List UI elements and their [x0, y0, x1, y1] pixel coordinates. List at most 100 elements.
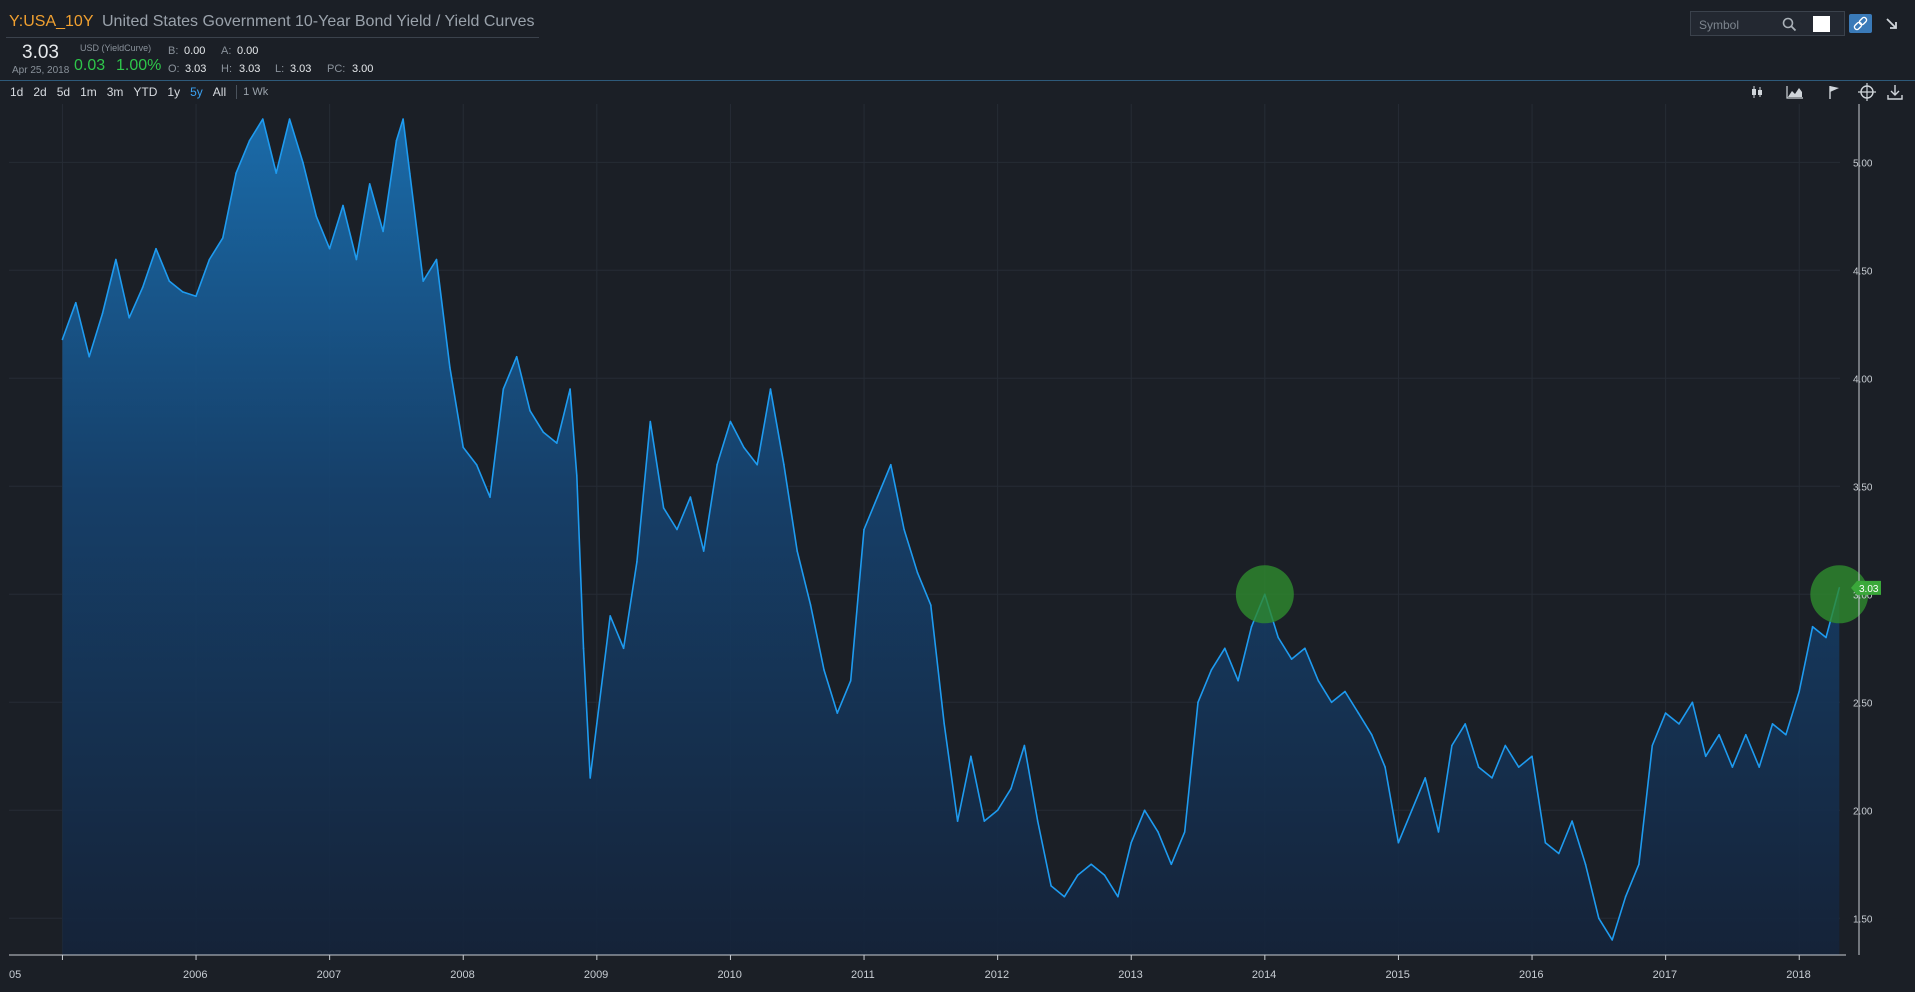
data-point — [328, 247, 331, 250]
data-point — [1598, 917, 1600, 920]
data-point — [1678, 723, 1680, 725]
range-button-1m[interactable]: 1m — [80, 85, 97, 99]
data-point — [930, 604, 932, 606]
y-tick-label: 1.50 — [1853, 914, 1873, 925]
data-point — [1090, 863, 1092, 866]
data-point — [1036, 820, 1039, 822]
data-point — [576, 474, 578, 477]
data-point — [890, 463, 892, 466]
bid-value: 0.00 — [184, 45, 206, 57]
data-point — [1531, 755, 1533, 758]
range-button-1d[interactable]: 1d — [10, 85, 24, 99]
data-point — [1651, 744, 1654, 747]
link-icon — [1853, 16, 1868, 31]
x-tick-label: 2015 — [1385, 969, 1409, 981]
data-point — [88, 355, 90, 358]
data-point — [181, 291, 184, 293]
data-point — [556, 442, 558, 444]
crosshair-button[interactable] — [1856, 82, 1878, 102]
data-point — [1731, 766, 1734, 768]
crosshair-icon — [1858, 83, 1876, 101]
data-point — [1143, 809, 1146, 812]
data-point — [943, 723, 945, 725]
highlight-marker — [1810, 565, 1869, 624]
data-point — [1464, 723, 1466, 725]
data-point — [1250, 625, 1253, 628]
x-tick-label: 05 — [9, 969, 21, 981]
arrow-down-right-icon — [1886, 18, 1897, 29]
data-point — [903, 528, 905, 531]
range-button-1y[interactable]: 1y — [167, 85, 181, 99]
highlight-marker — [1235, 565, 1294, 624]
data-point — [1023, 744, 1026, 747]
candlestick-button[interactable] — [1746, 82, 1768, 102]
y-tick-label: 2.00 — [1853, 806, 1873, 817]
range-button-3m[interactable]: 3m — [106, 85, 124, 99]
collapse-button[interactable] — [1882, 14, 1902, 34]
data-point — [1224, 647, 1226, 650]
data-point — [823, 669, 825, 671]
y-tick-label: 5.00 — [1853, 158, 1873, 169]
data-point — [1544, 841, 1547, 844]
download-button[interactable] — [1884, 82, 1906, 102]
data-point — [475, 463, 478, 466]
data-point — [115, 258, 117, 261]
data-point — [582, 647, 585, 650]
x-tick-label: 2007 — [317, 969, 341, 981]
price-change-percent: 1.00% — [116, 57, 162, 74]
data-point — [1010, 787, 1012, 790]
bid-label: B: — [168, 45, 179, 57]
data-point — [636, 561, 638, 563]
data-point — [168, 280, 171, 282]
x-tick-label: 2009 — [584, 969, 608, 981]
data-point — [596, 723, 598, 725]
data-point — [836, 712, 839, 714]
range-button-2d[interactable]: 2d — [33, 85, 47, 99]
search-icon[interactable] — [1781, 16, 1798, 33]
ask-value: 0.00 — [237, 45, 259, 57]
range-selector: 1d 2d 5d 1m 3m YTD 1y 5y All 1 Wk — [10, 84, 268, 100]
range-button-all[interactable]: All — [212, 85, 227, 99]
data-point — [1664, 712, 1667, 714]
data-point — [422, 280, 425, 282]
data-point — [302, 161, 304, 164]
data-point — [1477, 766, 1480, 768]
range-button-5y[interactable]: 5y — [190, 85, 203, 99]
x-tick-label: 2013 — [1118, 969, 1142, 981]
data-point — [262, 118, 264, 120]
prev-close-value: 3.00 — [352, 63, 374, 75]
color-swatch[interactable] — [1813, 16, 1830, 32]
series-area — [62, 119, 1840, 956]
range-button-5d[interactable]: 5d — [56, 85, 71, 99]
data-point — [1437, 831, 1440, 833]
range-button-ytd[interactable]: YTD — [133, 85, 158, 99]
last-value-tag — [1851, 580, 1881, 595]
data-point — [75, 301, 77, 304]
interval-button[interactable]: 1 Wk — [243, 86, 269, 98]
quote-date: Apr 25, 2018 — [12, 65, 70, 76]
data-point — [1704, 755, 1707, 758]
data-point — [1691, 701, 1694, 704]
data-point — [1304, 647, 1306, 650]
chart-type-button[interactable] — [1784, 82, 1806, 102]
link-button[interactable] — [1849, 14, 1872, 33]
data-point — [1357, 712, 1360, 714]
data-point — [1758, 766, 1760, 768]
data-point — [1397, 841, 1400, 844]
symbol-search-input[interactable] — [1697, 15, 1779, 34]
data-point — [849, 679, 852, 682]
data-point — [1050, 885, 1052, 887]
x-tick-label: 2016 — [1519, 969, 1543, 981]
header-divider — [0, 80, 1915, 81]
data-point — [1785, 733, 1787, 736]
events-button[interactable] — [1823, 82, 1845, 102]
x-tick-label: 2006 — [183, 969, 207, 981]
data-point — [783, 463, 785, 466]
data-point — [395, 139, 398, 142]
data-point — [1384, 766, 1386, 768]
area-chart-icon — [1786, 86, 1803, 99]
high-label: H: — [221, 63, 232, 75]
data-point — [1290, 658, 1293, 660]
symbol-ticker[interactable]: Y:USA_10Y — [9, 13, 94, 30]
